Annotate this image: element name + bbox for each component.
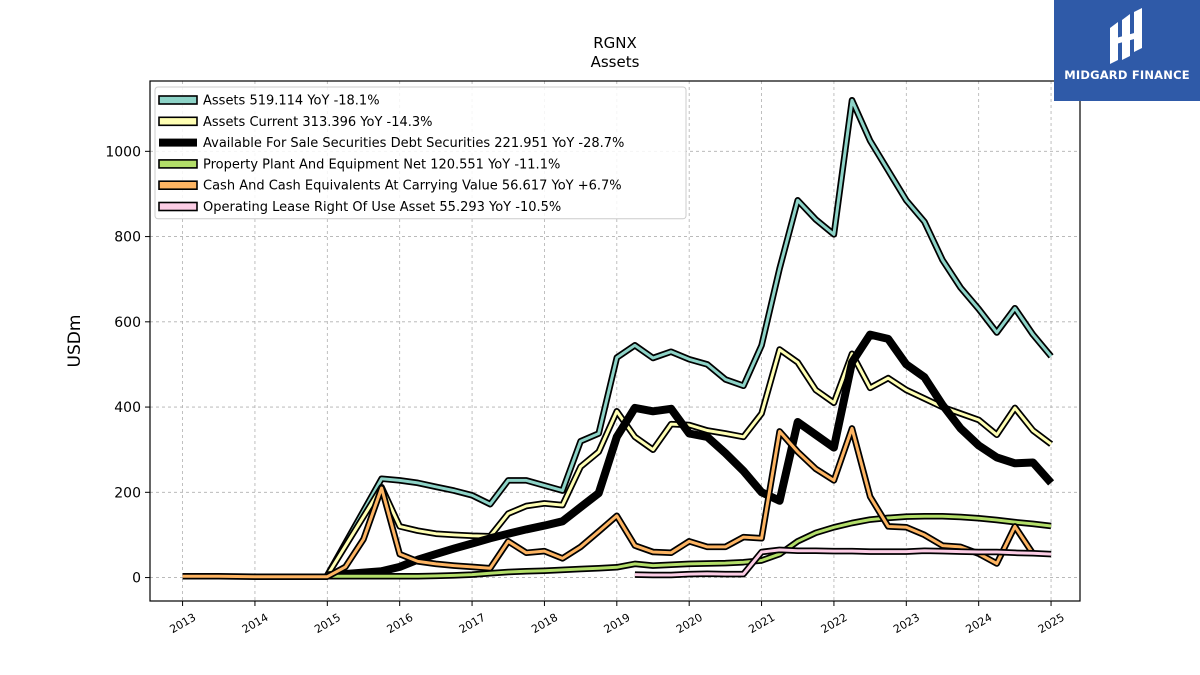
series-line <box>326 330 1055 580</box>
series-operating-lease-right-of-use-asset <box>634 546 1052 579</box>
series-assets-current <box>324 346 1054 578</box>
legend-item: Operating Lease Right Of Use Asset 55.29… <box>158 200 561 215</box>
x-tick-label: 2014 <box>240 611 271 636</box>
series-cash-and-cash-equivalents-at-carrying-value <box>182 425 1036 580</box>
y-tick-label: 400 <box>114 400 141 416</box>
legend-item: Property Plant And Equipment Net 120.551… <box>158 157 560 172</box>
chart-title: RGNX <box>593 34 637 52</box>
legend-swatch <box>158 116 198 127</box>
legend-label: Cash And Cash Equivalents At Carrying Va… <box>203 179 622 194</box>
x-tick-label: 2025 <box>1036 611 1067 636</box>
series-line <box>182 426 1035 579</box>
midgard-finance-logo: MIDGARD FINANCE <box>1054 0 1200 101</box>
legend-label: Assets 519.114 YoY -18.1% <box>203 94 380 109</box>
x-tick-label: 2016 <box>385 611 416 636</box>
legend-box <box>154 86 687 220</box>
x-tick-label: 2013 <box>167 611 198 636</box>
x-tick-label: 2020 <box>674 611 705 636</box>
x-tick-label: 2024 <box>964 611 995 636</box>
chart-subtitle: Assets <box>591 53 640 71</box>
series-available-for-sale-securities-debt-securities <box>326 330 1055 580</box>
y-tick-label: 200 <box>114 485 141 501</box>
series-property-plant-and-equipment-net <box>327 512 1052 580</box>
series-line <box>327 514 1052 578</box>
x-tick-label: 2015 <box>312 611 343 636</box>
x-tick-label: 2021 <box>746 611 777 636</box>
x-tick-label: 2022 <box>819 611 850 636</box>
legend-swatch <box>158 201 198 212</box>
legend-label: Property Plant And Equipment Net 120.551… <box>203 157 560 172</box>
x-tick-label: 2017 <box>457 611 488 636</box>
legend-swatch <box>158 180 198 190</box>
y-tick-label: 0 <box>132 571 141 587</box>
legend-swatch <box>158 159 198 169</box>
y-tick-label: 1000 <box>105 144 141 160</box>
legend-swatch <box>158 95 198 105</box>
y-tick-label: 600 <box>114 315 141 331</box>
x-tick-label: 2018 <box>529 611 560 636</box>
x-tick-label: 2023 <box>891 611 922 636</box>
logo-text: MIDGARD FINANCE <box>1064 68 1190 82</box>
legend-item: Cash And Cash Equivalents At Carrying Va… <box>158 179 622 194</box>
x-tick-label: 2019 <box>602 611 633 636</box>
series-layer <box>182 96 1055 580</box>
legend-label: Available For Sale Securities Debt Secur… <box>203 136 624 151</box>
y-axis-label: USDm <box>65 315 85 368</box>
series-assets <box>324 96 1054 577</box>
legend-label: Assets Current 313.396 YoY -14.3% <box>203 115 433 130</box>
series-line <box>325 98 1053 577</box>
series-line <box>634 548 1052 577</box>
legend-item: Assets 519.114 YoY -18.1% <box>158 94 380 109</box>
series-line <box>326 348 1053 577</box>
legend: Assets 519.114 YoY -18.1% Assets Current … <box>154 86 687 220</box>
midgard-logo-icon <box>1110 8 1142 64</box>
y-tick-label: 800 <box>114 230 141 246</box>
legend-label: Operating Lease Right Of Use Asset 55.29… <box>203 200 561 215</box>
legend-swatch <box>159 138 197 147</box>
legend-item: Available For Sale Securities Debt Secur… <box>159 136 624 151</box>
plot-frame <box>149 80 1081 602</box>
legend-item: Assets Current 313.396 YoY -14.3% <box>158 115 433 130</box>
